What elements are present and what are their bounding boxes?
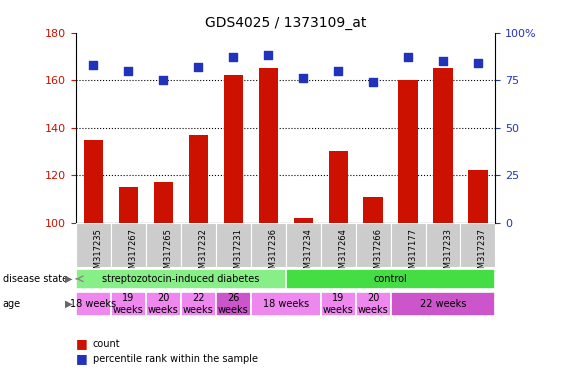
Point bbox=[229, 54, 238, 60]
Text: 18 weeks: 18 weeks bbox=[263, 299, 309, 309]
Bar bbox=[76, 223, 111, 267]
Text: 26
weeks: 26 weeks bbox=[218, 293, 249, 314]
Point bbox=[439, 58, 448, 64]
Text: 20
weeks: 20 weeks bbox=[358, 293, 388, 314]
Text: GSM317235: GSM317235 bbox=[93, 228, 102, 279]
Bar bbox=[181, 223, 216, 267]
Bar bbox=[216, 223, 251, 267]
Text: control: control bbox=[374, 274, 408, 284]
Bar bbox=[76, 292, 111, 316]
Point bbox=[404, 54, 413, 60]
Text: ■: ■ bbox=[76, 353, 88, 366]
Bar bbox=[111, 292, 146, 316]
Text: 22
weeks: 22 weeks bbox=[183, 293, 214, 314]
Text: GSM317236: GSM317236 bbox=[268, 228, 277, 279]
Bar bbox=[321, 223, 356, 267]
Text: streptozotocin-induced diabetes: streptozotocin-induced diabetes bbox=[102, 274, 260, 284]
Bar bbox=[356, 292, 391, 316]
Text: GSM317265: GSM317265 bbox=[163, 228, 172, 279]
Point bbox=[159, 77, 168, 83]
Bar bbox=[181, 292, 216, 316]
Point bbox=[89, 62, 98, 68]
Bar bbox=[364, 197, 383, 223]
Bar bbox=[76, 268, 285, 289]
Text: disease state: disease state bbox=[3, 274, 68, 284]
Point bbox=[194, 64, 203, 70]
Point bbox=[124, 68, 133, 74]
Text: percentile rank within the sample: percentile rank within the sample bbox=[93, 354, 258, 364]
Text: GSM317231: GSM317231 bbox=[233, 228, 242, 279]
Text: 19
weeks: 19 weeks bbox=[113, 293, 144, 314]
Bar bbox=[146, 292, 181, 316]
Point bbox=[473, 60, 482, 66]
Point bbox=[369, 79, 378, 85]
Text: GSM317266: GSM317266 bbox=[373, 228, 382, 279]
Point bbox=[263, 52, 272, 58]
Text: GSM317232: GSM317232 bbox=[198, 228, 207, 279]
Bar bbox=[461, 223, 495, 267]
Text: ▶: ▶ bbox=[65, 299, 72, 309]
Bar bbox=[329, 151, 348, 223]
Bar bbox=[426, 223, 461, 267]
Text: GSM317233: GSM317233 bbox=[443, 228, 452, 279]
Title: GDS4025 / 1373109_at: GDS4025 / 1373109_at bbox=[205, 16, 367, 30]
Text: GSM317267: GSM317267 bbox=[128, 228, 137, 279]
Bar bbox=[391, 223, 426, 267]
Bar bbox=[189, 135, 208, 223]
Bar bbox=[285, 223, 321, 267]
Bar bbox=[285, 268, 495, 289]
Bar bbox=[111, 223, 146, 267]
Bar bbox=[321, 292, 356, 316]
Text: 19
weeks: 19 weeks bbox=[323, 293, 354, 314]
Bar bbox=[84, 139, 103, 223]
Bar bbox=[391, 292, 495, 316]
Text: ▶: ▶ bbox=[65, 274, 72, 284]
Point bbox=[334, 68, 343, 74]
Text: GSM317237: GSM317237 bbox=[478, 228, 487, 279]
Bar bbox=[119, 187, 138, 223]
Bar bbox=[293, 218, 313, 223]
Text: 20
weeks: 20 weeks bbox=[148, 293, 179, 314]
Text: 18 weeks: 18 weeks bbox=[70, 299, 117, 309]
Bar bbox=[216, 292, 251, 316]
Text: count: count bbox=[93, 339, 120, 349]
Bar bbox=[146, 223, 181, 267]
Bar bbox=[224, 75, 243, 223]
Bar bbox=[356, 223, 391, 267]
Bar bbox=[251, 292, 321, 316]
Point bbox=[299, 75, 308, 81]
Bar bbox=[399, 80, 418, 223]
Text: age: age bbox=[3, 299, 21, 309]
Text: ■: ■ bbox=[76, 337, 88, 350]
Bar bbox=[258, 68, 278, 223]
Bar bbox=[468, 170, 488, 223]
Text: GSM317264: GSM317264 bbox=[338, 228, 347, 279]
Bar bbox=[251, 223, 286, 267]
Text: GSM317234: GSM317234 bbox=[303, 228, 312, 279]
Text: GSM317177: GSM317177 bbox=[408, 228, 417, 279]
Text: 22 weeks: 22 weeks bbox=[420, 299, 466, 309]
Bar bbox=[434, 68, 453, 223]
Bar bbox=[154, 182, 173, 223]
